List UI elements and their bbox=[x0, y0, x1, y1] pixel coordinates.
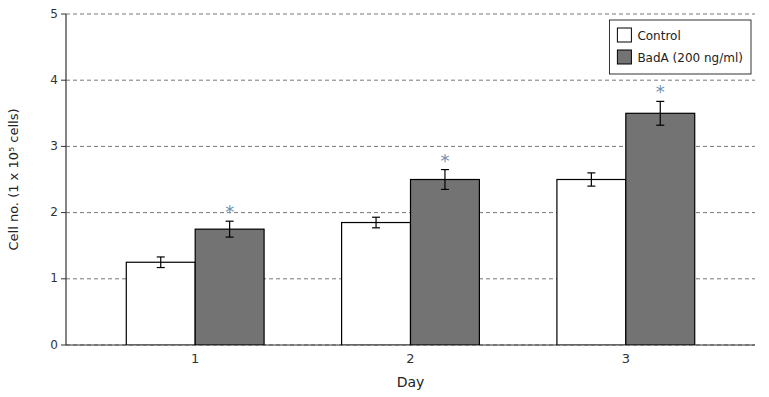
error-line bbox=[375, 217, 376, 228]
legend: Control BadA (200 ng/ml) bbox=[609, 20, 751, 74]
error-line bbox=[591, 173, 592, 186]
error-cap bbox=[226, 236, 234, 237]
bar bbox=[342, 223, 411, 345]
chart: 0 1 2 3 4 5 1 2 3 * * * Day Cell no. (1 x 10⁵ cells) C… bbox=[0, 0, 769, 397]
error-bar bbox=[226, 221, 234, 237]
error-bar bbox=[372, 217, 380, 228]
error-cap bbox=[441, 189, 449, 190]
error-bar bbox=[656, 101, 664, 125]
error-bar bbox=[587, 173, 595, 186]
annotations: * * * bbox=[225, 81, 665, 222]
x-axis-label: Day bbox=[397, 374, 425, 390]
error-line bbox=[660, 101, 661, 125]
error-bar bbox=[157, 257, 165, 268]
error-line bbox=[444, 170, 445, 190]
error-cap bbox=[372, 227, 380, 228]
legend-swatch bbox=[617, 50, 631, 64]
annotation: * bbox=[440, 150, 449, 171]
error-cap bbox=[587, 186, 595, 187]
grid-line bbox=[66, 14, 755, 15]
y-tick bbox=[61, 212, 66, 213]
bar bbox=[557, 180, 626, 346]
x-tick-label: 3 bbox=[622, 351, 630, 366]
error-cap bbox=[157, 256, 165, 257]
y-tick bbox=[61, 14, 66, 15]
y-tick-label: 0 bbox=[50, 338, 58, 352]
bar bbox=[126, 262, 195, 345]
y-tick-label: 3 bbox=[50, 139, 58, 153]
error-line bbox=[160, 257, 161, 268]
y-tick-label: 1 bbox=[50, 271, 58, 285]
y-tick bbox=[61, 278, 66, 279]
error-line bbox=[229, 221, 230, 237]
y-axis-label: Cell no. (1 x 10⁵ cells) bbox=[6, 108, 21, 250]
bar bbox=[195, 229, 264, 345]
grid-line bbox=[66, 80, 755, 81]
x-tick-label: 2 bbox=[406, 351, 414, 366]
legend-label: Control bbox=[637, 29, 680, 43]
y-tick bbox=[61, 146, 66, 147]
annotation: * bbox=[656, 81, 665, 102]
bar bbox=[626, 113, 695, 345]
annotation: * bbox=[225, 201, 234, 222]
error-cap bbox=[157, 267, 165, 268]
bar bbox=[411, 180, 480, 346]
error-cap bbox=[372, 217, 380, 218]
axes: 0 1 2 3 4 5 1 2 3 bbox=[50, 7, 755, 367]
y-tick-label: 2 bbox=[50, 205, 58, 219]
error-cap bbox=[587, 172, 595, 173]
legend-label: BadA (200 ng/ml) bbox=[637, 51, 743, 65]
legend-swatch bbox=[617, 28, 631, 42]
y-tick bbox=[61, 80, 66, 81]
y-tick-label: 4 bbox=[50, 73, 58, 87]
bars bbox=[126, 101, 694, 345]
error-cap bbox=[656, 125, 664, 126]
error-bar bbox=[441, 170, 449, 190]
grid bbox=[66, 14, 755, 345]
x-tick-label: 1 bbox=[191, 351, 199, 366]
y-tick bbox=[61, 345, 66, 346]
y-axis-line bbox=[65, 14, 66, 345]
legend-frame bbox=[609, 20, 751, 74]
y-tick-label: 5 bbox=[50, 7, 58, 21]
